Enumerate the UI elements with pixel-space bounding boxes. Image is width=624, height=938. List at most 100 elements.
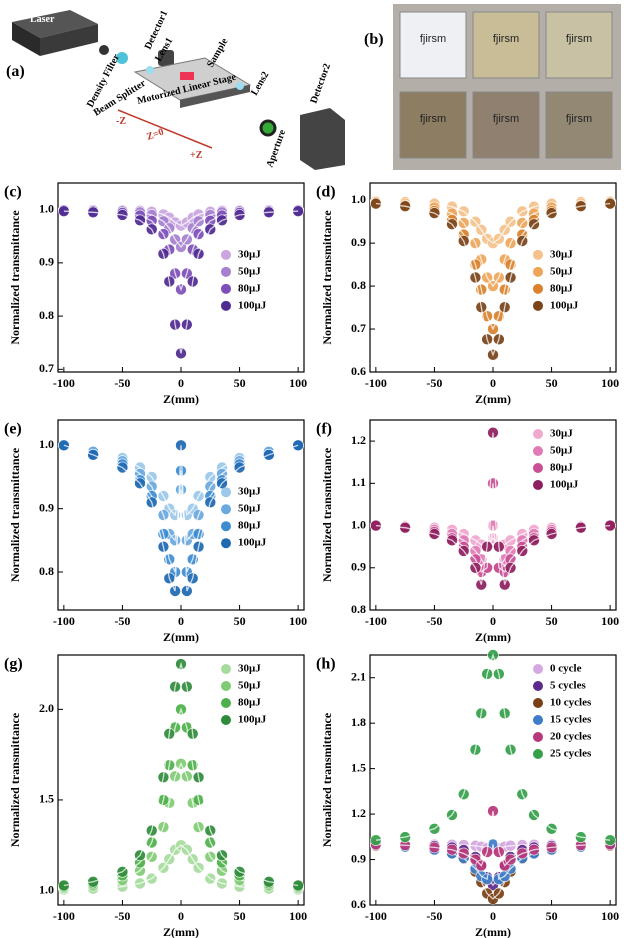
legend-marker <box>221 715 231 725</box>
legend-marker <box>221 504 231 515</box>
sample-tile <box>399 91 467 159</box>
legend-marker <box>533 249 543 260</box>
y-tick-label: 0.8 <box>351 278 366 292</box>
y-axis-label: Normalized transmittance <box>8 210 22 345</box>
fit-line <box>375 202 611 357</box>
x-tick-label: 0 <box>490 614 496 628</box>
data-point <box>58 439 70 452</box>
sample <box>180 72 194 80</box>
fit-line <box>63 762 299 889</box>
x-tick-label: -100 <box>53 909 75 923</box>
sample-text: fjirsm <box>493 113 519 125</box>
lens2 <box>236 82 244 90</box>
legend-label: 100μJ <box>238 537 267 549</box>
legend-label: 80μJ <box>238 697 261 709</box>
fit-line <box>63 444 299 573</box>
x-tick-label: 100 <box>601 909 619 923</box>
sample-text: fjirsm <box>420 33 446 45</box>
y-axis-label: Normalized transmittance <box>8 447 22 582</box>
y-tick-label: 1.1 <box>351 475 366 489</box>
x-tick-label: -50 <box>426 614 442 628</box>
fit-line <box>63 707 299 888</box>
fit-line <box>375 844 611 887</box>
legend-marker <box>533 446 543 456</box>
legend-marker <box>533 715 543 725</box>
component-label: Detector2 <box>308 62 333 105</box>
legend-marker <box>221 283 231 294</box>
z-label: -Z <box>116 116 126 127</box>
chart: (h) Normalized transmittance Z(mm) -100 -50 0… <box>316 649 619 938</box>
x-tick-label: 50 <box>546 376 558 390</box>
sample-text: fjirsm <box>420 113 446 125</box>
chart: (c) Normalized transmittance Z(mm) -100 -50 0… <box>4 182 307 406</box>
y-tick-label: 1.5 <box>39 792 54 806</box>
laser-side <box>12 22 40 56</box>
y-tick-label: 0.9 <box>351 560 366 574</box>
x-tick-label: 0 <box>178 614 184 628</box>
legend-label: 80μJ <box>238 282 261 294</box>
y-tick-label: 1.2 <box>351 806 366 820</box>
x-axis-label: Z(mm) <box>475 925 511 938</box>
aperture <box>259 119 277 137</box>
y-tick-label: 1.0 <box>39 201 54 215</box>
legend-label: 100μJ <box>238 299 267 311</box>
fit-line <box>63 444 299 542</box>
legend-label: 30μJ <box>550 428 573 440</box>
y-tick-label: 0.8 <box>39 308 54 322</box>
detector1 <box>158 50 174 66</box>
legend-marker <box>533 698 543 708</box>
legend-marker <box>533 480 543 490</box>
y-tick-label: 1.0 <box>351 517 366 531</box>
x-tick-label: 50 <box>234 376 246 390</box>
x-tick-label: 50 <box>546 614 558 628</box>
panel-label: (d) <box>316 184 336 201</box>
y-tick-label: 0.7 <box>39 361 54 375</box>
legend-label: 30μJ <box>238 248 261 260</box>
x-tick-label: 50 <box>234 614 246 628</box>
fit-line <box>375 524 611 548</box>
y-tick-label: 2.1 <box>351 669 366 683</box>
density-filter <box>99 45 109 55</box>
x-axis-label: Z(mm) <box>163 392 199 406</box>
legend-marker <box>533 463 543 473</box>
y-tick-label: 0.7 <box>351 321 366 335</box>
legend-marker <box>533 749 543 759</box>
fit-line <box>375 483 611 573</box>
sample-tile <box>399 11 467 79</box>
legend-marker <box>221 538 231 549</box>
fit-line <box>375 844 611 900</box>
legend-label: 20 cycles <box>550 731 592 743</box>
x-axis-label: Z(mm) <box>475 630 511 644</box>
x-tick-label: -100 <box>53 614 75 628</box>
plot-frame <box>369 654 617 906</box>
legend-marker <box>221 698 231 708</box>
chart: (e) Normalized transmittance Z(mm) -100 -50 0… <box>4 419 307 644</box>
y-tick-label: 0.9 <box>39 500 54 514</box>
sample-tile <box>472 91 540 159</box>
y-tick-label: 0.9 <box>351 851 366 865</box>
component-label: Sample <box>205 36 231 69</box>
chart: (g) Normalized transmittance Z(mm) -100 -50 0… <box>4 654 307 938</box>
legend-label: 50μJ <box>238 265 261 277</box>
legend-marker <box>221 249 231 260</box>
x-axis-label: Z(mm) <box>163 925 199 938</box>
legend-label: 0 cycle <box>550 663 582 675</box>
x-tick-label: -50 <box>114 376 130 390</box>
legend-label: 30μJ <box>550 248 573 260</box>
legend-label: 25 cycles <box>550 748 592 760</box>
y-tick-label: 1.0 <box>39 882 54 896</box>
sample-text: fjirsm <box>493 33 519 45</box>
data-point <box>292 439 304 452</box>
legend-marker <box>221 681 231 691</box>
z-axis-arrow <box>117 109 213 149</box>
x-tick-label: 50 <box>234 909 246 923</box>
y-axis-label: Normalized transmittance <box>320 712 334 847</box>
y-tick-label: 0.6 <box>351 897 366 911</box>
x-tick-label: 100 <box>601 376 619 390</box>
legend-label: 50μJ <box>550 445 573 457</box>
y-tick-label: 0.8 <box>39 564 54 578</box>
sample-photo: (b) fjirsm fjirsm fjirsm fjirsm fjirsm fjirsm <box>364 4 621 170</box>
panel-label: (f) <box>316 421 332 438</box>
x-tick-label: -100 <box>365 614 387 628</box>
legend-marker <box>533 266 543 277</box>
